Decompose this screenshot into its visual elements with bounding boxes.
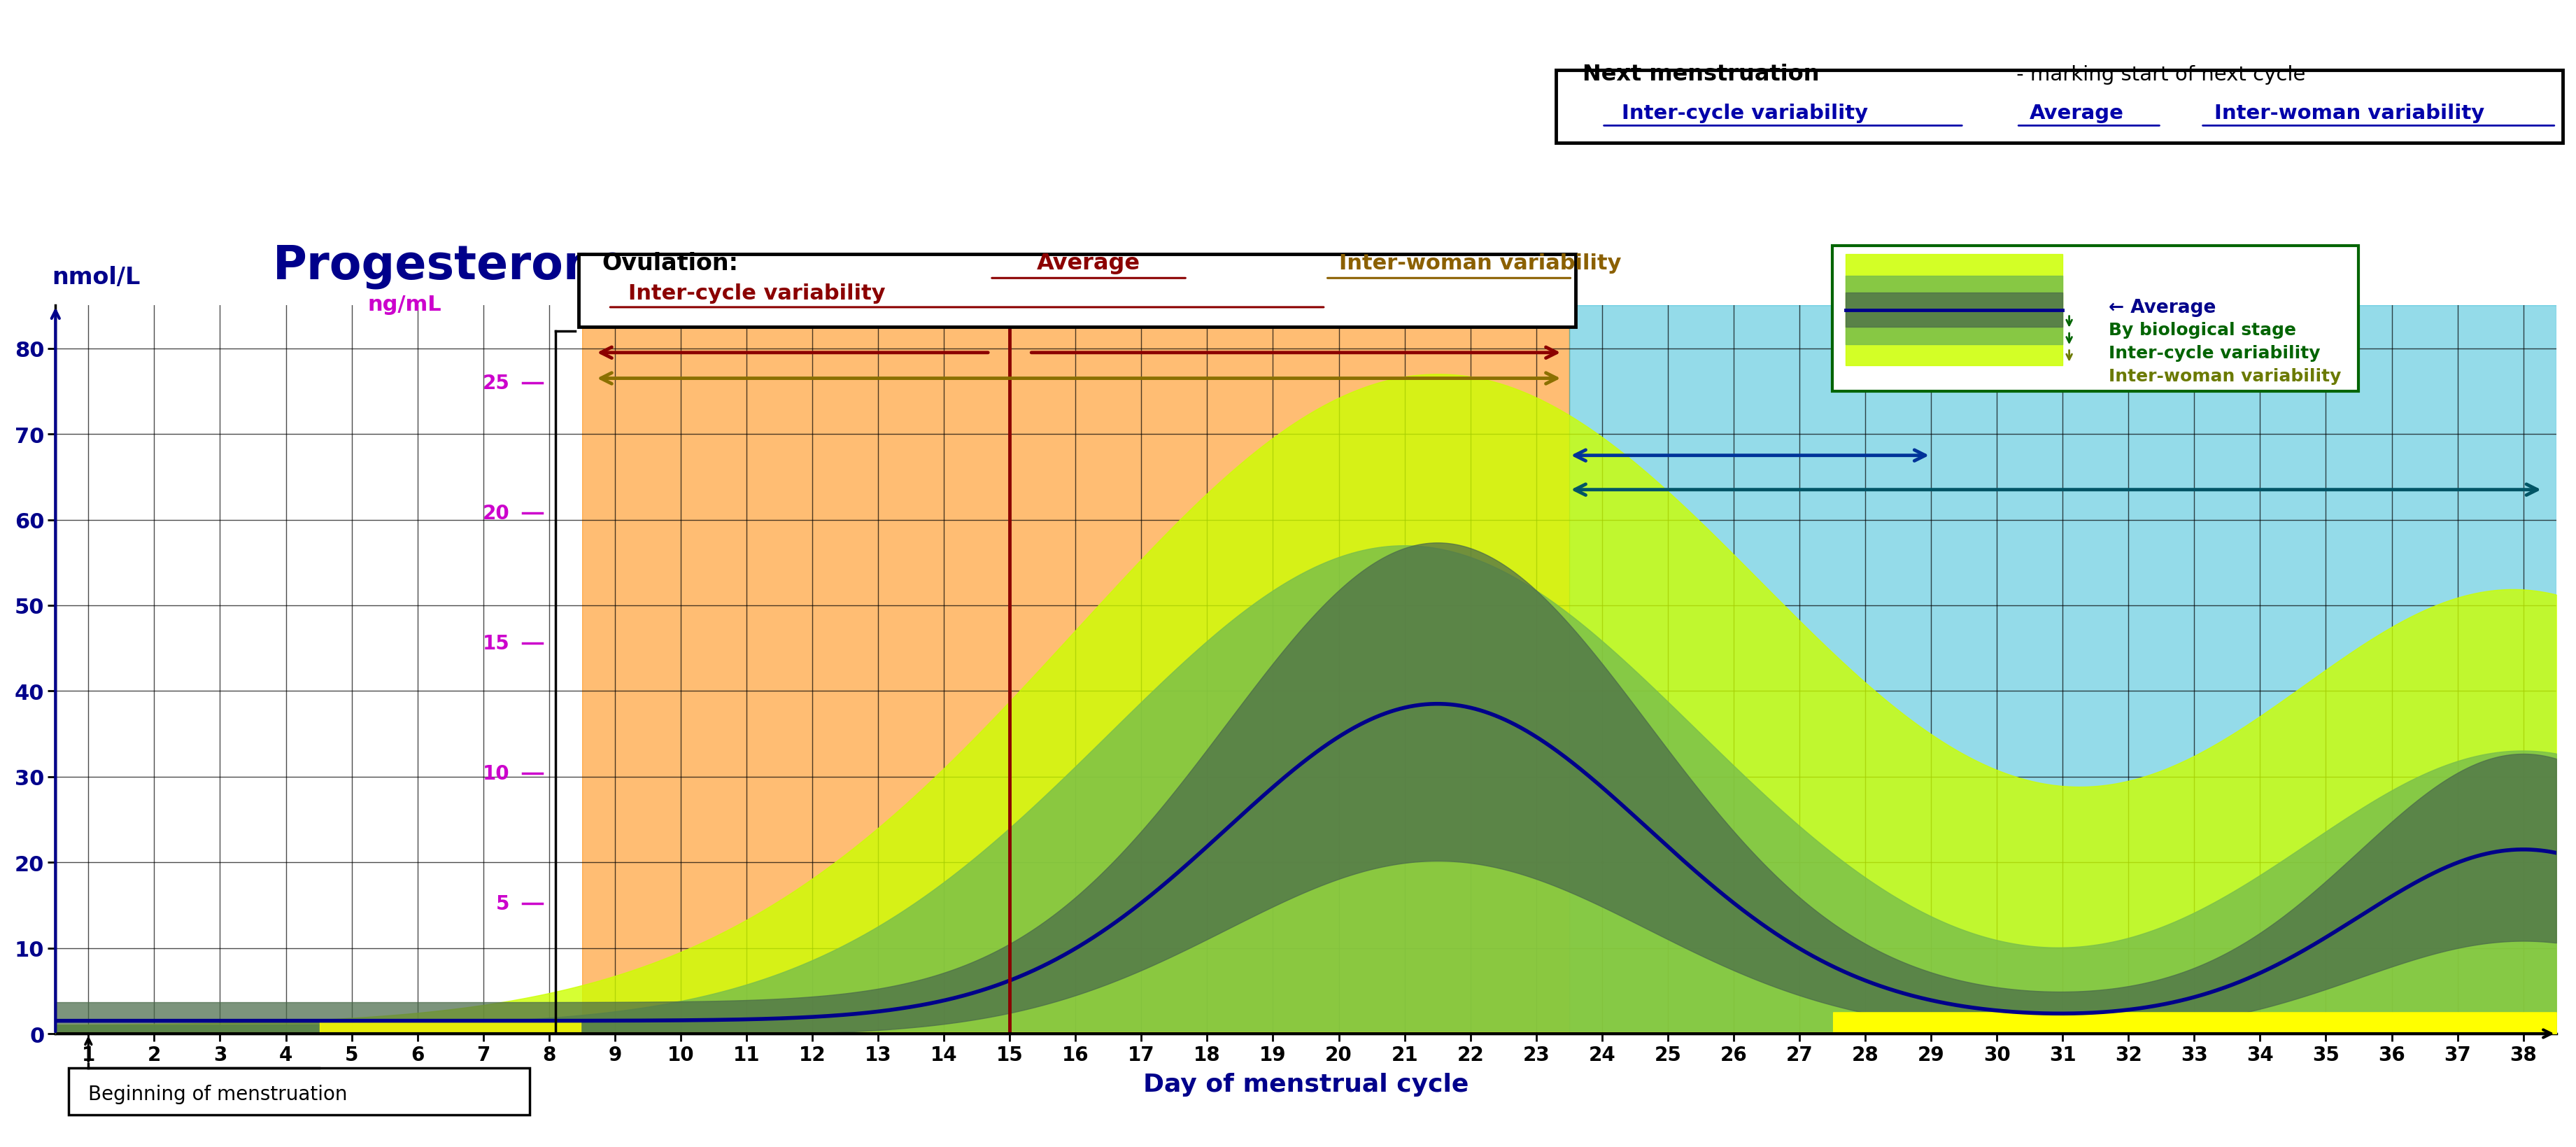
FancyBboxPatch shape [1832, 245, 2360, 391]
Text: Ovulation:: Ovulation: [603, 251, 739, 274]
Text: Beginning of menstruation: Beginning of menstruation [88, 1084, 348, 1103]
Text: By biological stage: By biological stage [2110, 321, 2295, 338]
Text: Average: Average [2030, 103, 2125, 123]
Text: ← Average: ← Average [2110, 298, 2215, 317]
Text: - marking start of next cycle: - marking start of next cycle [2009, 65, 2306, 85]
X-axis label: Day of menstrual cycle: Day of menstrual cycle [1144, 1072, 1468, 1097]
Bar [1569, 306, 2555, 1033]
Bar [582, 306, 1569, 1033]
Text: 25: 25 [482, 373, 510, 392]
Text: 20: 20 [482, 504, 510, 523]
FancyBboxPatch shape [70, 1068, 528, 1115]
Text: Next menstruation: Next menstruation [1582, 64, 1819, 86]
Text: Inter-woman variability: Inter-woman variability [1340, 253, 1620, 273]
Text: Inter-cycle variability: Inter-cycle variability [629, 283, 886, 303]
Text: nmol/L: nmol/L [52, 266, 142, 289]
Text: Inter-woman variability: Inter-woman variability [2110, 368, 2342, 384]
Text: Inter-cycle variability: Inter-cycle variability [1623, 103, 1868, 123]
Text: 15: 15 [482, 633, 510, 653]
Text: 5: 5 [497, 894, 510, 913]
FancyBboxPatch shape [580, 255, 1577, 327]
Text: Inter-cycle variability: Inter-cycle variability [2110, 344, 2321, 361]
Text: Average: Average [1038, 252, 1141, 274]
Text: Progesterone: Progesterone [273, 243, 629, 289]
Text: 10: 10 [482, 764, 510, 783]
Text: ng/mL: ng/mL [368, 295, 440, 314]
Bar [57, 306, 582, 1033]
Text: Inter-woman variability: Inter-woman variability [2213, 103, 2483, 123]
FancyBboxPatch shape [1556, 70, 2563, 143]
